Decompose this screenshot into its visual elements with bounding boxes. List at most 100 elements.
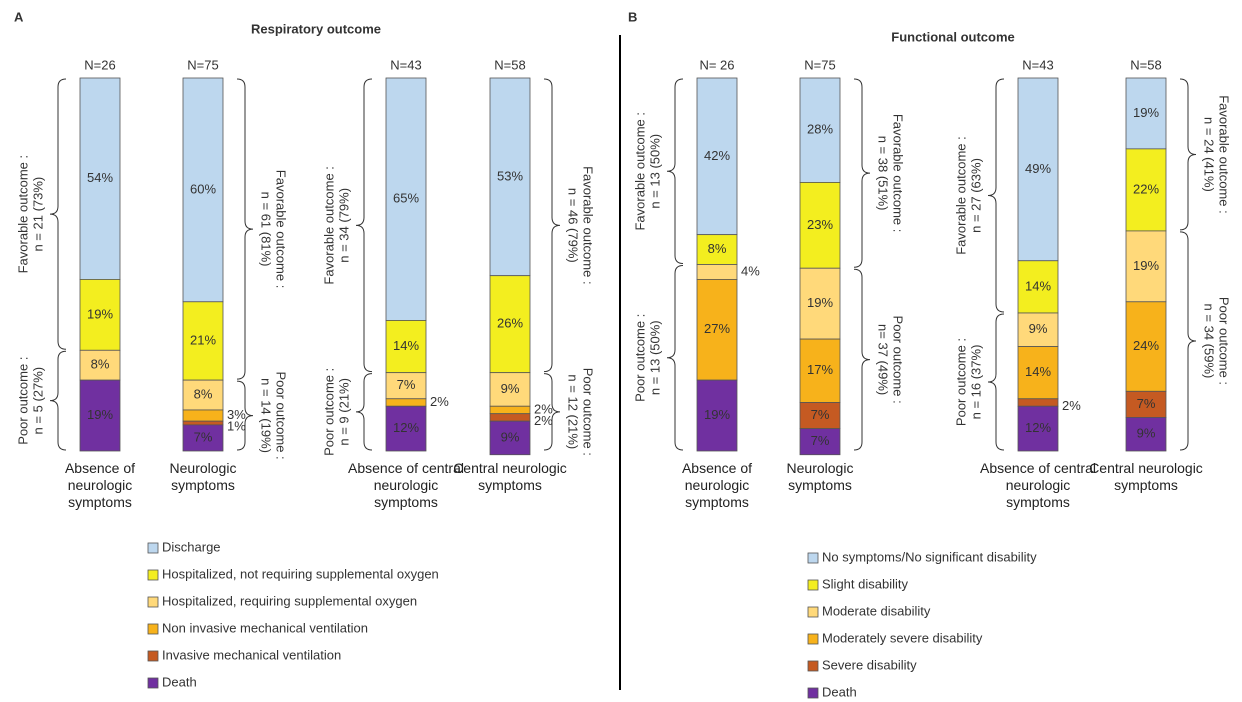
bracket: [355, 78, 373, 373]
bar-segment: [799, 267, 841, 340]
bar-segment: [1017, 346, 1059, 400]
value-label: 8%: [708, 241, 727, 256]
bracket: [853, 268, 871, 451]
bar-segment: [385, 405, 427, 452]
n-label: N=43: [390, 57, 421, 72]
n-label: N=58: [494, 57, 525, 72]
bracket: [355, 373, 373, 451]
bar-segment: [696, 379, 738, 452]
legend-swatch: [147, 596, 159, 608]
value-label: 23%: [807, 217, 833, 232]
bar-segment: [489, 420, 531, 456]
value-label: 17%: [807, 362, 833, 377]
bar-segment: [799, 77, 841, 183]
bar-segment: [489, 405, 531, 415]
bar-segment: [489, 372, 531, 407]
value-label: 9%: [1029, 321, 1048, 336]
bar-segment: [1125, 77, 1167, 150]
category-label: Neurologic symptoms: [169, 460, 237, 493]
bracket-label: n = 13 (50%): [647, 320, 662, 395]
legend-label: Moderate disability: [822, 603, 931, 618]
bar-segment: [1125, 230, 1167, 303]
bar-segment: [182, 424, 224, 452]
value-label: 42%: [704, 148, 730, 163]
value-label: 22%: [1133, 181, 1159, 196]
value-label: 19%: [87, 306, 113, 321]
bracket-label: Poor outcome :: [632, 314, 647, 402]
value-label: 24%: [1133, 338, 1159, 353]
n-label: N= 26: [699, 57, 734, 72]
bracket: [236, 78, 254, 380]
n-label: N=43: [1022, 57, 1053, 72]
bracket-label: Poor outcome :: [321, 368, 336, 456]
bar-segment: [182, 379, 224, 411]
bracket-label: n = 16 (37%): [968, 345, 983, 420]
bracket-label: n = 5 (27%): [30, 367, 45, 435]
legend-label: Moderately severe disability: [822, 630, 983, 645]
legend-swatch: [147, 650, 159, 662]
bracket-label: Favorable outcome :: [953, 136, 968, 255]
bracket-label: Poor outcome :: [891, 316, 906, 404]
bracket-label: Favorable outcome :: [274, 170, 289, 289]
bar-segment: [385, 398, 427, 407]
category-label: Absence of central neurologic symptoms: [980, 460, 1096, 510]
bracket: [49, 78, 67, 350]
value-label: 12%: [1025, 420, 1051, 435]
bar-segment: [385, 372, 427, 400]
bracket: [987, 313, 1005, 451]
n-label: N=75: [187, 57, 218, 72]
bracket-label: n = 61 (81%): [259, 192, 274, 267]
bracket-label: Poor outcome :: [1217, 297, 1232, 385]
n-label: N=58: [1130, 57, 1161, 72]
value-label: 60%: [190, 181, 216, 196]
bar-segment: [489, 77, 531, 277]
bracket-label: Favorable outcome :: [891, 114, 906, 233]
legend-label: Discharge: [162, 539, 221, 554]
legend-swatch: [807, 687, 819, 699]
bar-segment: [489, 413, 531, 422]
bracket-label: Poor outcome :: [15, 357, 30, 445]
value-label: 19%: [704, 407, 730, 422]
bracket-label: Poor outcome :: [581, 368, 596, 456]
bracket: [987, 78, 1005, 313]
bracket-label: Favorable outcome :: [321, 166, 336, 285]
value-label: 19%: [87, 407, 113, 422]
bracket-label: Favorable outcome :: [632, 112, 647, 231]
bar-segment: [696, 279, 738, 381]
value-label: 28%: [807, 122, 833, 137]
bar-segment: [1125, 390, 1167, 418]
bar-segment: [1125, 148, 1167, 232]
value-label: 49%: [1025, 161, 1051, 176]
bracket-label: Poor outcome :: [274, 371, 289, 459]
bracket-label: Favorable outcome :: [15, 155, 30, 274]
legend-swatch: [807, 660, 819, 672]
value-label: 14%: [393, 338, 419, 353]
bracket: [666, 78, 684, 264]
bracket-label: n = 34 (79%): [336, 188, 351, 263]
bracket-label: n = 21 (73%): [30, 177, 45, 252]
value-label: 7%: [1137, 396, 1156, 411]
bracket-label: Favorable outcome :: [1217, 95, 1232, 214]
bracket-label: Poor outcome :: [953, 338, 968, 426]
bar-segment: [696, 264, 738, 280]
value-label: 8%: [91, 357, 110, 372]
legend-label: Hospitalized, requiring supplemental oxy…: [162, 593, 417, 608]
value-label: 9%: [1137, 426, 1156, 441]
bracket: [666, 265, 684, 451]
category-label: Central neurologic symptoms: [1089, 460, 1203, 493]
category-label: Absence of neurologic symptoms: [681, 460, 753, 510]
value-label: 1%: [227, 418, 246, 433]
legend-swatch: [147, 677, 159, 689]
value-label: 19%: [807, 295, 833, 310]
value-label: 7%: [811, 407, 830, 422]
bracket-label: Favorable outcome :: [581, 166, 596, 285]
bar-segment: [696, 77, 738, 236]
value-label: 27%: [704, 321, 730, 336]
value-label: 14%: [1025, 278, 1051, 293]
bar-segment: [799, 428, 841, 456]
bar-segment: [79, 279, 121, 351]
bar-segment: [1017, 260, 1059, 314]
bracket-label: n = 24 (41%): [1202, 117, 1217, 192]
bracket-label: n= 37 (49%): [876, 324, 891, 395]
